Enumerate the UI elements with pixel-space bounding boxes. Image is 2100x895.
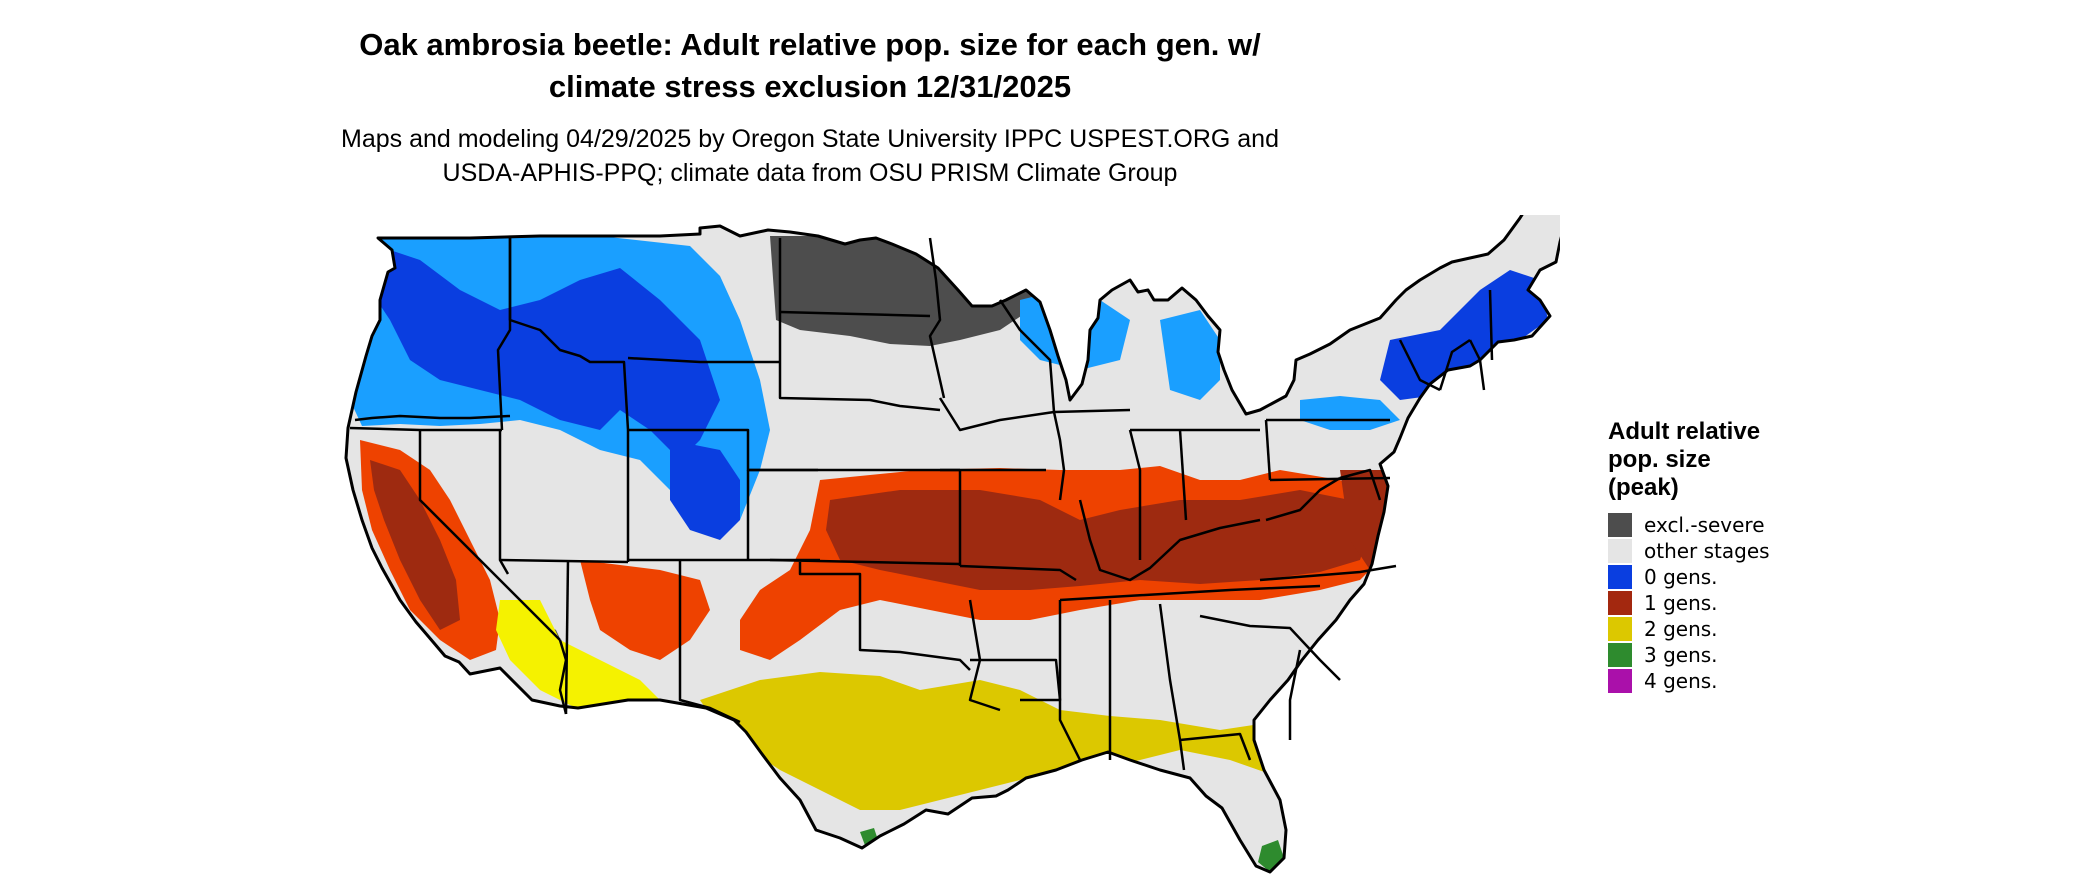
- state-boundary: [354, 414, 511, 422]
- legend-label: excl.-severe: [1644, 513, 1765, 537]
- state-boundary: [1059, 584, 1321, 602]
- legend-title-line-3: (peak): [1608, 474, 1679, 501]
- state-boundary: [1398, 339, 1441, 392]
- legend-label: other stages: [1644, 539, 1770, 563]
- map-title-line-2: climate stress exclusion 12/31/2025: [548, 69, 1072, 104]
- map-subtitle-line-2: USDA-APHIS-PPQ; climate data from OSU PR…: [442, 159, 1178, 187]
- state-boundary: [998, 299, 1056, 413]
- state-boundary: [1265, 476, 1341, 522]
- legend-item-excl-severe: excl.-severe: [1608, 512, 1908, 538]
- state-boundary: [778, 360, 941, 412]
- state-boundary: [498, 430, 510, 575]
- state-boundary: [1158, 603, 1186, 771]
- zone-0-gens-pacific-nw-dark: [360, 240, 720, 460]
- state-boundary: [1128, 429, 1142, 560]
- state-boundary: [1438, 338, 1471, 391]
- legend-swatch: [1608, 669, 1632, 693]
- state-boundary: [779, 310, 931, 318]
- legend-item-other-stages: other stages: [1608, 538, 1908, 564]
- map-subtitle-line-1: Maps and modeling 04/29/2025 by Oregon S…: [341, 125, 1279, 153]
- zone-1-gen-southwest: [580, 560, 710, 660]
- legend-swatch: [1608, 513, 1632, 537]
- legend-item-0-gens: 0 gens.: [1608, 564, 1908, 590]
- state-boundary: [1199, 614, 1341, 681]
- legend-title-line-1: Adult relative: [1608, 418, 1761, 445]
- state-boundary: [1269, 476, 1391, 482]
- legend-item-4-gens: 4 gens.: [1608, 668, 1908, 694]
- zone-1-gen-california-dark: [370, 460, 460, 630]
- state-boundary: [1078, 499, 1261, 582]
- state-boundary: [1053, 408, 1131, 414]
- legend-item-1-gens: 1 gens.: [1608, 590, 1908, 616]
- zone-0-gens-new-england: [1380, 270, 1548, 400]
- map-subtitle: Maps and modeling 04/29/2025 by Oregon S…: [0, 122, 1620, 190]
- legend-item-3-gens: 3 gens.: [1608, 642, 1908, 668]
- state-boundary: [499, 558, 629, 564]
- legend: Adult relative pop. size (peak) excl.-se…: [1608, 418, 1908, 694]
- legend-swatch: [1608, 643, 1632, 667]
- us-map: [344, 215, 1560, 874]
- state-boundary: [1178, 429, 1188, 521]
- state-boundary: [970, 658, 1062, 702]
- legend-label: 4 gens.: [1644, 669, 1718, 693]
- zone-0-gens-michigan: [1160, 310, 1220, 400]
- legend-title-line-2: pop. size: [1608, 446, 1711, 473]
- legend-label: 2 gens.: [1644, 617, 1718, 641]
- legend-title: Adult relative pop. size (peak): [1608, 418, 1908, 502]
- map-title-line-1: Oak ambrosia beetle: Adult relative pop.…: [359, 27, 1261, 62]
- state-boundary: [627, 356, 780, 364]
- state-boundaries: [349, 237, 1494, 771]
- state-boundary: [798, 562, 971, 671]
- legend-label: 0 gens.: [1644, 565, 1718, 589]
- zone-2-gens-desert-sw: [496, 600, 660, 710]
- state-boundary: [564, 559, 570, 715]
- legend-swatch: [1608, 565, 1632, 589]
- legend-swatch: [1608, 591, 1632, 615]
- state-boundary: [508, 238, 630, 431]
- state-boundary: [1058, 600, 1082, 761]
- state-boundary: [959, 564, 1077, 582]
- state-boundary: [769, 558, 961, 566]
- legend-swatch: [1608, 617, 1632, 641]
- map-title: Oak ambrosia beetle: Adult relative pop.…: [0, 24, 1620, 108]
- legend-item-2-gens: 2 gens.: [1608, 616, 1908, 642]
- legend-label: 3 gens.: [1644, 643, 1718, 667]
- state-boundary: [1339, 468, 1382, 501]
- state-boundary: [968, 599, 1001, 712]
- generation-zones: [346, 236, 1552, 872]
- state-boundary: [1179, 732, 1252, 761]
- state-boundary: [1259, 564, 1397, 582]
- us-outline: [344, 215, 1560, 874]
- zone-0-gens-colorado: [670, 440, 740, 540]
- state-boundary: [418, 430, 561, 641]
- state-boundary: [558, 639, 568, 715]
- state-boundary: [1264, 419, 1272, 481]
- zone-2-gens-gulf: [700, 672, 1310, 810]
- legend-label: 1 gens.: [1644, 591, 1718, 615]
- legend-swatch: [1608, 539, 1632, 563]
- zone-0-gens-ny: [1300, 396, 1400, 430]
